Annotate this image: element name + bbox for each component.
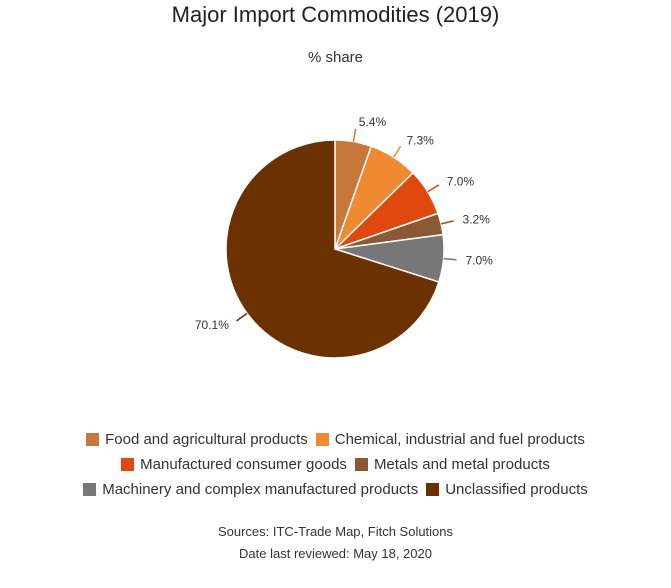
legend-item: Metals and metal products: [354, 456, 550, 473]
chart-title: Major Import Commodities (2019): [171, 2, 500, 27]
legend-item: Manufactured consumer goods: [121, 456, 347, 473]
date-reviewed-note: Date last reviewed: May 18, 2020: [239, 546, 432, 561]
data-label: 3.2%: [463, 212, 491, 226]
legend-label: Metals and metal products: [373, 456, 550, 473]
legend-swatch: [354, 458, 368, 471]
chart-subtitle: % share: [307, 49, 364, 66]
data-label: 70.1%: [195, 318, 229, 332]
legend-swatch: [86, 433, 100, 446]
leader-line: [443, 257, 457, 261]
leader-line: [440, 220, 454, 225]
legend-item: Machinery and complex manufactured produ…: [83, 481, 418, 498]
leader-line: [236, 312, 248, 322]
sources-note: Sources: ITC-Trade Map, Fitch Solutions: [217, 524, 454, 539]
legend-swatch: [426, 483, 440, 496]
legend-row: Machinery and complex manufactured produ…: [0, 477, 671, 502]
data-label: 7.3%: [406, 133, 434, 147]
chart-footer: Sources: ITC-Trade Map, Fitch Solutions …: [0, 521, 671, 565]
data-label: 7.0%: [447, 174, 475, 188]
legend-item: Unclassified products: [426, 481, 588, 498]
data-label: 5.4%: [359, 115, 387, 129]
legend-label: Unclassified products: [445, 481, 588, 498]
leader-line: [393, 145, 402, 158]
leader-line: [352, 128, 357, 142]
legend-swatch: [121, 458, 135, 471]
legend-label: Machinery and complex manufactured produ…: [102, 481, 419, 498]
legend-label: Food and agricultural products: [105, 431, 308, 448]
data-label: 7.0%: [466, 253, 494, 267]
legend-swatch: [83, 483, 97, 496]
legend-row: Manufactured consumer goods Metals and me…: [0, 452, 671, 477]
legend-swatch: [315, 433, 329, 446]
legend-item: Chemical, industrial and fuel products: [315, 431, 585, 448]
chart-legend: Food and agricultural products Chemical, …: [0, 427, 671, 502]
pie-chart: 5.4% 7.3% 7.0% 3.2% 7.0% 70.1%: [195, 115, 494, 359]
legend-label: Chemical, industrial and fuel products: [334, 431, 585, 448]
leader-line: [427, 184, 440, 193]
legend-label: Manufactured consumer goods: [140, 456, 347, 473]
pie-slice: [225, 139, 440, 359]
legend-row: Food and agricultural products Chemical, …: [0, 427, 671, 452]
legend-item: Food and agricultural products: [86, 431, 308, 448]
